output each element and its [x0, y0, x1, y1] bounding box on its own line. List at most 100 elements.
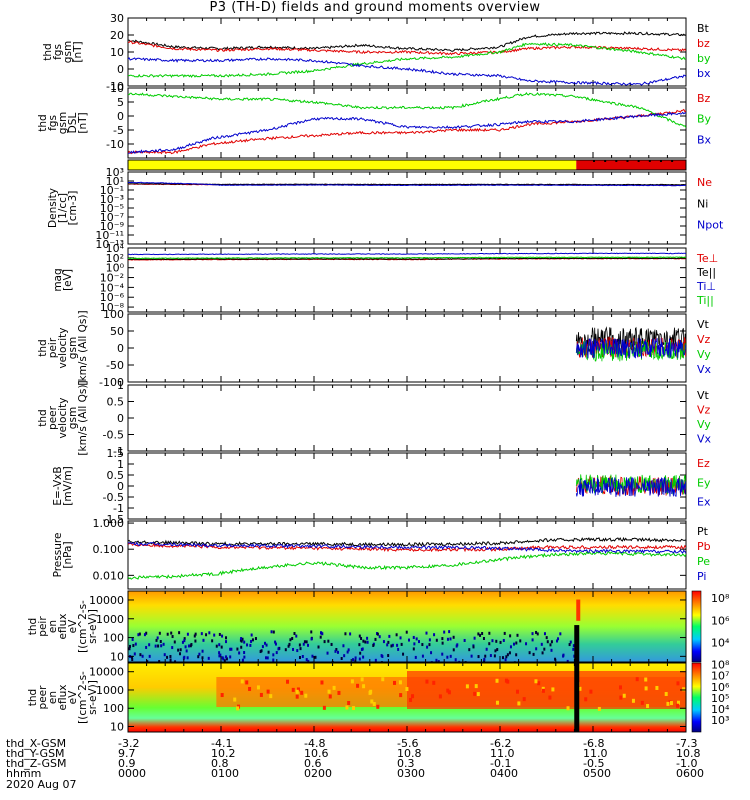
spectrogram-speck: [578, 686, 582, 691]
spectrogram-speck: [284, 648, 287, 652]
spectrogram-speck: [504, 658, 507, 662]
spectrogram-speck: [248, 686, 252, 691]
spectrogram-speck: [220, 693, 224, 698]
spectrogram-speck: [317, 645, 320, 649]
spectrogram-speck: [362, 639, 365, 643]
spectrogram-speck: [414, 655, 417, 659]
spectrogram-speck: [292, 647, 295, 651]
time-tick-x: -6.8: [583, 737, 604, 750]
spectrogram-speck: [314, 655, 317, 659]
spectrogram-speck: [364, 640, 367, 644]
y-tick-label: 0: [117, 342, 124, 355]
spectrogram-speck: [302, 642, 305, 646]
time-tick-hhmm: 0100: [211, 767, 239, 780]
spectrogram-speck: [336, 650, 339, 654]
spectrogram-speck: [425, 679, 429, 684]
spectrogram-speck: [405, 630, 408, 634]
spectrogram-speck: [488, 631, 491, 635]
legend-label: Ti||: [696, 294, 714, 307]
data-gap-bar: [574, 663, 580, 732]
colorbar-tick-label: 10⁶: [711, 681, 730, 694]
y-tick-label: -1: [113, 502, 124, 515]
y-axis-label: en: [47, 620, 59, 633]
page-title: P3 (TH-D) fields and ground moments over…: [209, 0, 541, 15]
spectrogram-speck: [509, 645, 512, 649]
spectrogram-speck: [254, 637, 257, 641]
spectrogram-speck: [572, 647, 575, 651]
spectrogram-speck: [137, 633, 140, 637]
spectrogram-speck: [202, 638, 205, 642]
y-tick-label: 1000: [96, 684, 124, 697]
y-tick-label: -1: [113, 445, 124, 458]
colorbar-tick-label: 10⁷: [711, 670, 729, 683]
y-axis-label: mag: [52, 268, 64, 291]
spectrogram-speck: [158, 631, 161, 635]
series-group: [128, 181, 686, 187]
time-tick-hhmm: 0600: [676, 767, 704, 780]
legend-label: Bz: [697, 92, 711, 105]
spectrogram-speck: [293, 632, 296, 636]
spectrogram-speck: [449, 654, 452, 658]
spectrogram-speck: [264, 656, 267, 660]
spectrogram-speck: [413, 642, 416, 646]
spectrogram-speck: [139, 653, 142, 657]
spectrogram-speck: [566, 706, 570, 711]
series-Pb: [128, 542, 686, 553]
spectrogram-speck: [640, 700, 644, 705]
spectrogram-speck: [366, 640, 369, 644]
y-tick-label: 10⁴: [106, 242, 125, 255]
spectrogram-speck: [455, 644, 458, 648]
spectrogram-speck: [535, 647, 538, 651]
spectrogram-speck: [381, 654, 384, 658]
spectrogram-speck: [213, 633, 216, 637]
spectrogram-speck: [543, 632, 546, 636]
panel-frame: [127, 384, 687, 452]
spectrogram-speck: [541, 686, 545, 691]
spectrogram-speck: [443, 630, 446, 634]
spectrogram-speck: [536, 632, 539, 636]
spectrogram-speck: [240, 679, 244, 684]
series-Bx: [128, 111, 686, 154]
spectrogram-speck: [277, 647, 280, 651]
spectrogram-speck: [185, 649, 188, 653]
time-tick-y: 10.2: [211, 747, 236, 760]
time-row-label: hhmm: [6, 767, 41, 780]
spectrogram-speck: [432, 680, 436, 685]
spectrogram-speck: [402, 652, 405, 656]
spectrogram-speck: [236, 647, 239, 651]
spectrogram-speck: [378, 635, 381, 639]
legend-label: Te⊥: [696, 252, 718, 265]
y-tick-label: 0: [117, 412, 124, 425]
y-tick-label: 50: [110, 325, 124, 338]
spectrogram-speck: [376, 704, 380, 709]
spectrogram-speck: [157, 644, 160, 648]
spectrogram-speck: [399, 693, 403, 698]
y-axis-label: [km/s (All Qs)]: [77, 310, 89, 385]
spectrogram-speck: [241, 658, 244, 662]
legend-label: Vz: [697, 333, 711, 346]
spectrogram-speck: [631, 698, 635, 703]
spectrogram-speck: [447, 690, 451, 695]
spectrogram-speck: [201, 656, 204, 660]
spectrogram-speck: [519, 639, 522, 643]
spectrogram-speck: [541, 688, 545, 693]
spectrogram-speck: [618, 685, 622, 690]
series-By: [128, 92, 686, 128]
spectrogram-speck: [225, 636, 228, 640]
mode-marker: [626, 160, 629, 162]
mode-marker: [648, 160, 651, 162]
time-tick-y: 10.6: [304, 747, 329, 760]
spectrogram-speck: [236, 706, 240, 711]
y-axis-label: thd: [42, 43, 54, 60]
legend-label: Ex: [697, 496, 711, 509]
spectrogram-speck: [266, 656, 269, 660]
y-axis-label: [(cm^2-s-: [77, 600, 89, 653]
spectrogram-speck: [397, 647, 400, 651]
spectrogram-speck: [382, 640, 385, 644]
spectrogram-speck: [425, 631, 428, 635]
y-tick-label: 10: [110, 46, 124, 59]
time-tick-y: 9.7: [118, 747, 136, 760]
mode-segment-0: [128, 160, 577, 170]
spectrogram-speck: [381, 677, 385, 682]
